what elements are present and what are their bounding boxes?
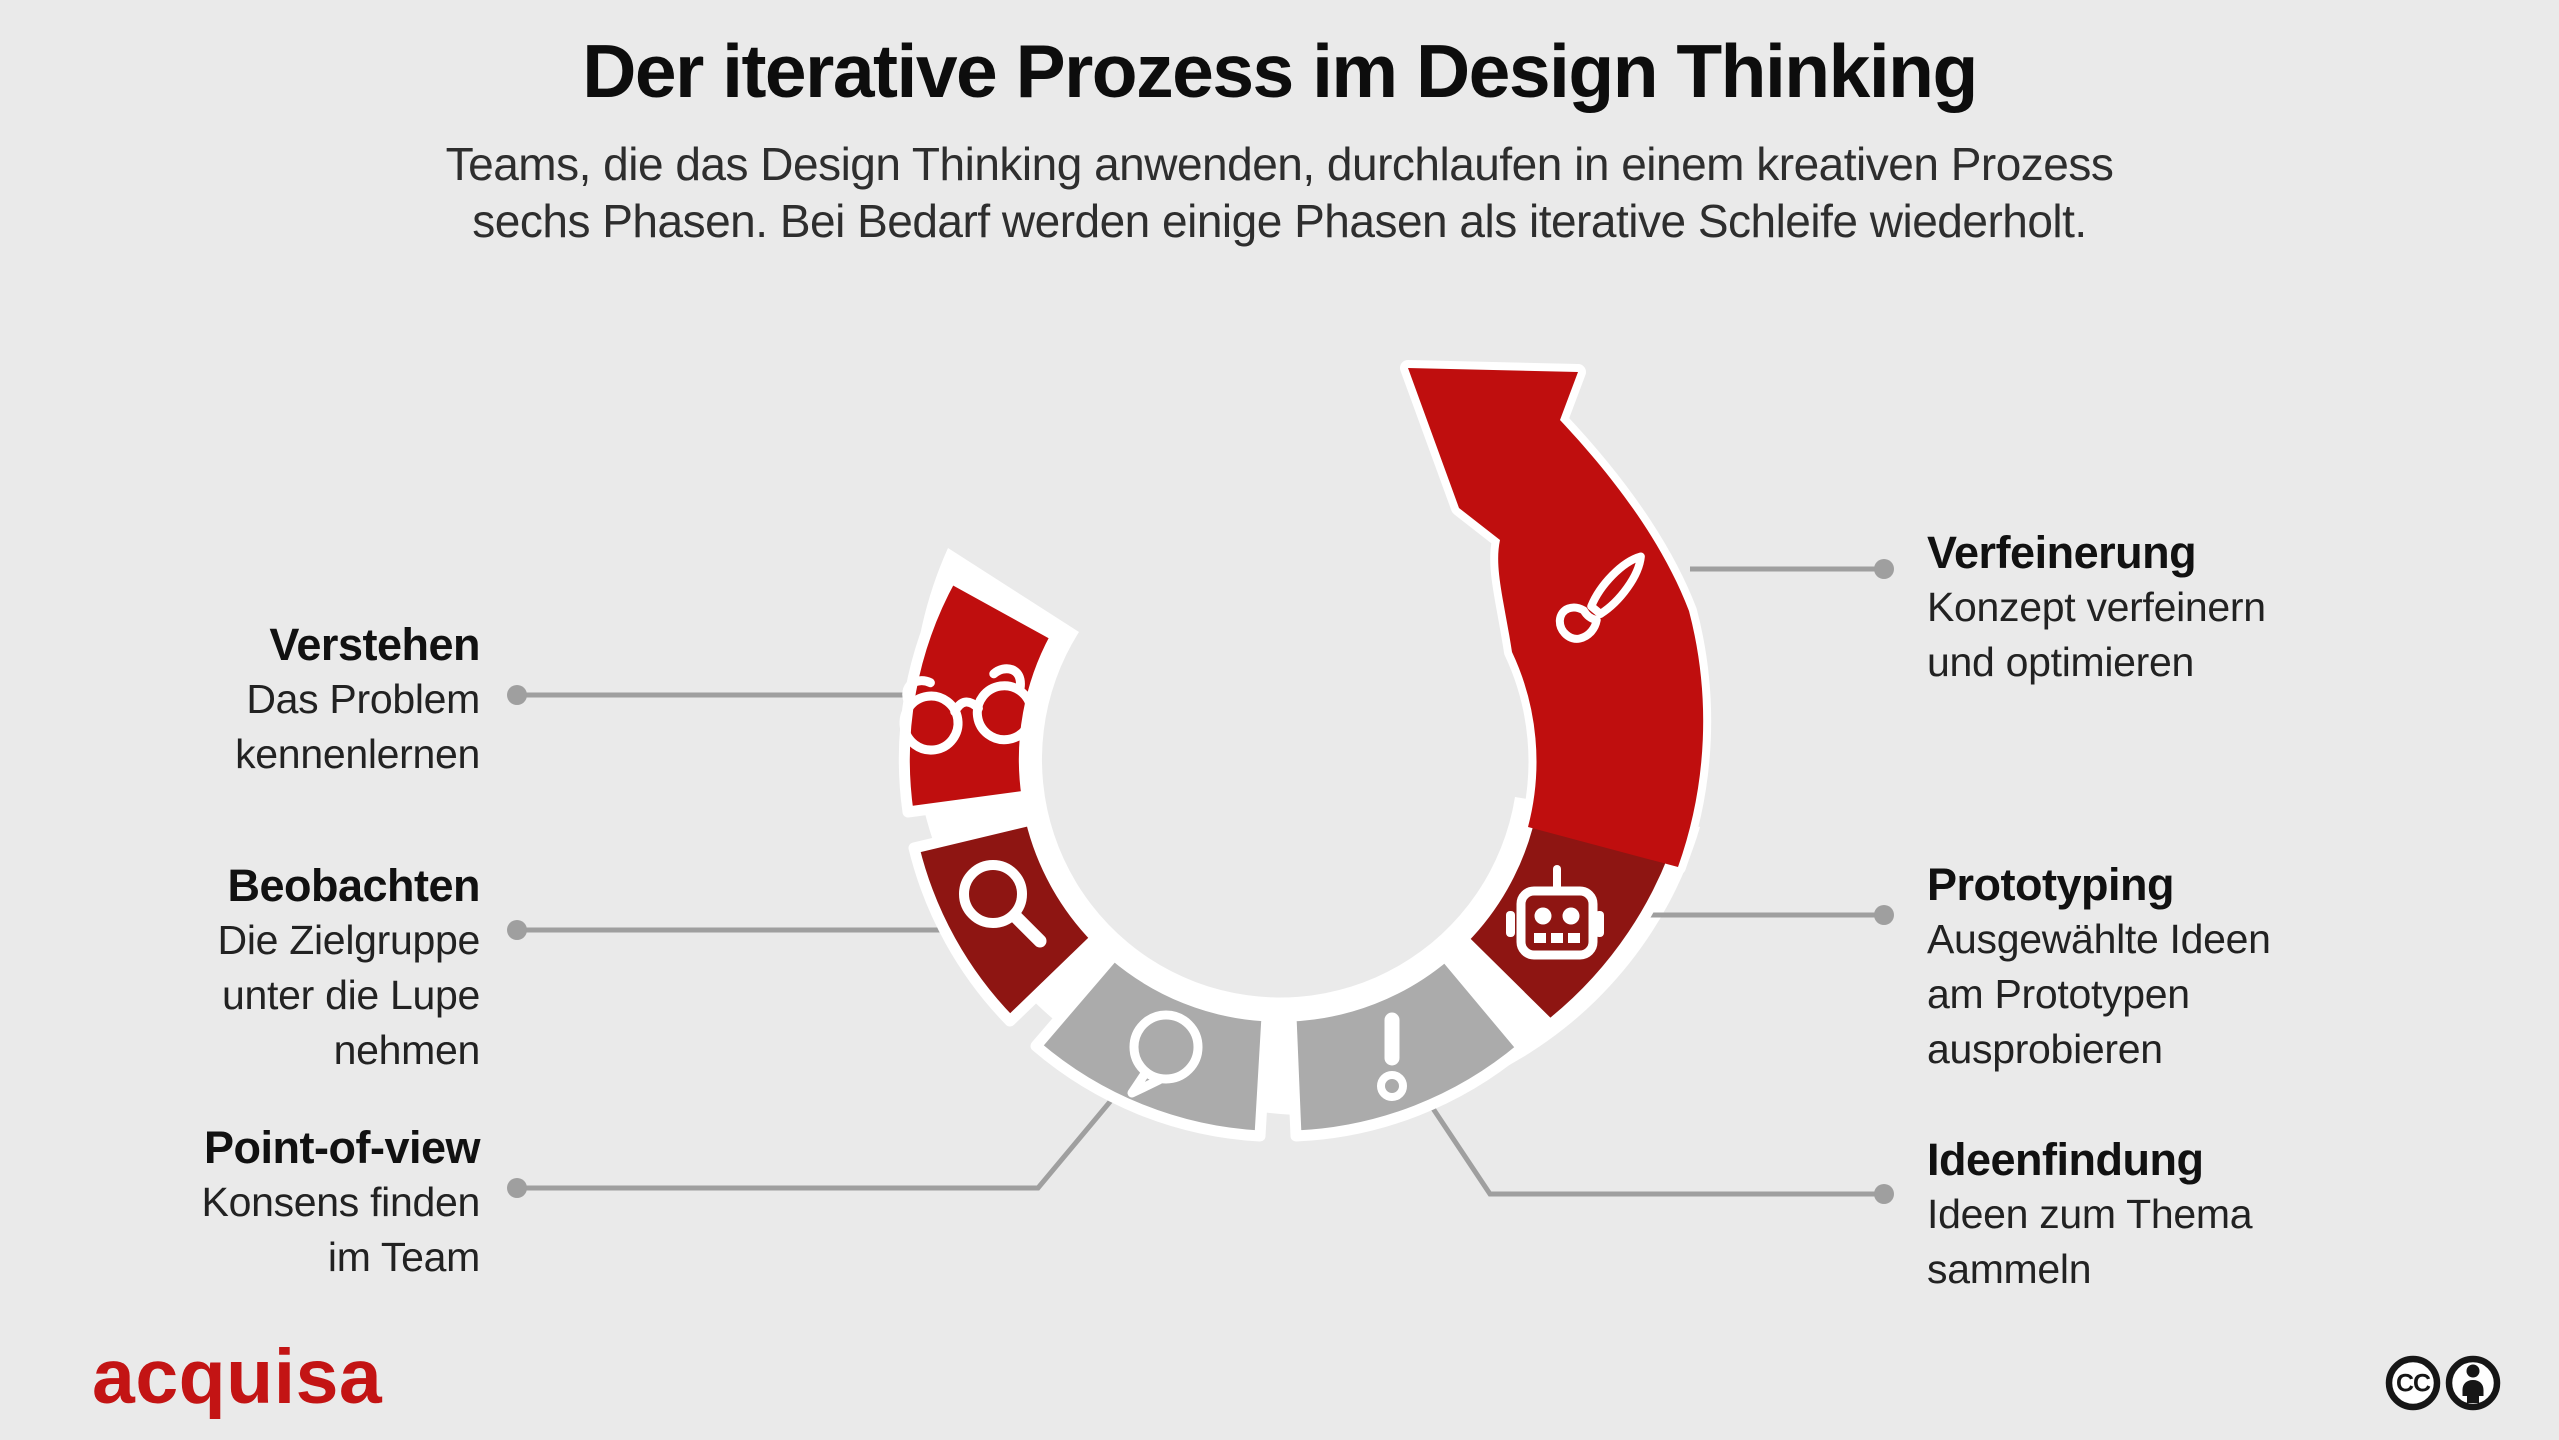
connector-dot-point-of-view <box>507 1178 527 1198</box>
phase-label-prototyping: Prototyping Ausgewählte Ideen am Prototy… <box>1927 857 2447 1077</box>
phase-description-line: und optimieren <box>1927 639 2195 685</box>
phase-description-line: Ideen zum Thema <box>1927 1191 2253 1237</box>
phase-description-line: sammeln <box>1927 1246 2092 1292</box>
paintbrush-icon <box>1555 552 1645 643</box>
phase-label-verfeinerung: Verfeinerung Konzept verfeinern und opti… <box>1927 525 2447 690</box>
phase-description-line: Ausgewählte Ideen <box>1927 916 2271 962</box>
phase-label-ideenfindung: Ideenfindung Ideen zum Thema sammeln <box>1927 1132 2447 1297</box>
cc-by-icon <box>2445 1355 2501 1411</box>
phase-name: Prototyping <box>1927 859 2174 910</box>
phase-description-line: Die Zielgruppe <box>217 917 481 963</box>
connector-dot-beobachten <box>507 920 527 940</box>
robot-icon <box>1506 865 1604 960</box>
phase-label-point-of-view: Point-of-view Konsens finden im Team <box>140 1120 481 1285</box>
connector-ideenfindung <box>1417 1087 1884 1197</box>
phase-name: Point-of-view <box>204 1122 480 1173</box>
page-title: Der iterative Prozess im Design Thinking <box>582 29 1978 113</box>
phase-name: Ideenfindung <box>1927 1134 2204 1185</box>
segment-verfeinerung-arrow <box>1408 368 1704 867</box>
connector-dot-verstehen <box>507 685 527 705</box>
subtitle-line-1: Teams, die das Design Thinking anwenden,… <box>445 138 2114 190</box>
connector-point-of-view <box>517 1083 1126 1191</box>
acquisa-logo: acquisa <box>92 1334 383 1420</box>
phase-description-line: unter die Lupe <box>222 972 480 1018</box>
phase-description-line: kennenlernen <box>235 731 480 777</box>
subtitle-line-2: sechs Phasen. Bei Bedarf werden einige P… <box>472 195 2087 247</box>
cc-license-icon: CC <box>2385 1355 2441 1411</box>
phase-description-line: Konsens finden <box>201 1179 481 1225</box>
segment-point-of-view <box>1030 949 1273 1142</box>
glasses-icon <box>899 664 1036 755</box>
phase-description-line: im Team <box>327 1234 480 1280</box>
connector-dot-prototyping <box>1874 905 1894 925</box>
cc-label: CC <box>2396 1370 2431 1398</box>
phase-label-verstehen: Verstehen Das Problem kennenlernen <box>140 617 480 782</box>
phase-label-beobachten: Beobachten Die Zielgruppe unter die Lupe… <box>140 858 481 1078</box>
magnifier-icon <box>959 860 1047 948</box>
phase-name: Beobachten <box>227 860 480 911</box>
connector-dot-ideenfindung <box>1874 1184 1894 1204</box>
segment-ideenfindung <box>1285 950 1528 1142</box>
phase-description-line: ausprobieren <box>1927 1026 2163 1072</box>
phase-description-line: Das Problem <box>246 676 480 722</box>
connector-dot-verfeinerung <box>1874 559 1894 579</box>
phase-description-line: nehmen <box>333 1027 481 1073</box>
speech-bubble-icon <box>1127 1010 1203 1098</box>
phase-description-line: am Prototypen <box>1927 971 2190 1017</box>
phase-name: Verfeinerung <box>1927 527 2197 578</box>
phase-description-line: Konzept verfeinern <box>1927 584 2266 630</box>
phase-name: Verstehen <box>269 619 480 670</box>
subtitle: Teams, die das Design Thinking anwenden,… <box>0 136 2559 250</box>
exclamation-icon <box>1377 1012 1407 1101</box>
